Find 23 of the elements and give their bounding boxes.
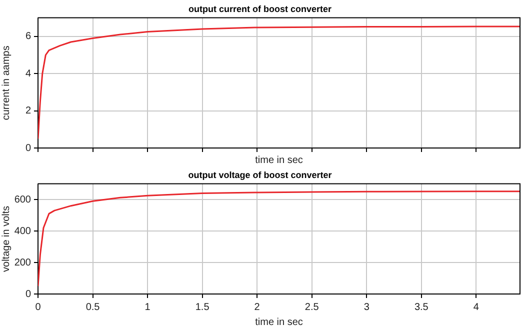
y-tick-label: 200 <box>14 257 32 268</box>
x-tick-label: 4 <box>473 302 480 313</box>
y-tick-label: 0 <box>25 288 32 300</box>
x-tick-label: 0.5 <box>86 302 100 313</box>
y-tick-label: 600 <box>14 194 32 206</box>
chart-title: output voltage of boost converter <box>188 170 332 180</box>
x-tick-label: 3.5 <box>414 302 429 313</box>
y-axis-title: voltage in volts <box>0 206 12 272</box>
x-tick-label: 2 <box>254 302 260 313</box>
y-axis-title: current in aamps <box>0 46 12 120</box>
y-tick-label: 6 <box>25 31 32 42</box>
x-tick-label: 0 <box>35 302 42 313</box>
y-tick-label: 4 <box>25 68 32 80</box>
x-axis-title: time in sec <box>255 316 303 328</box>
x-tick-label: 2.5 <box>304 302 320 313</box>
y-tick-label: 2 <box>25 106 32 117</box>
y-tick-label: 400 <box>14 226 32 237</box>
x-tick-label: 1.5 <box>195 302 210 313</box>
x-axis-title: time in sec <box>255 154 303 166</box>
chart-title: output current of boost converter <box>188 4 332 14</box>
x-tick-label: 3 <box>364 302 370 313</box>
y-tick-label: 0 <box>25 142 32 154</box>
x-tick-label: 1 <box>144 302 151 313</box>
